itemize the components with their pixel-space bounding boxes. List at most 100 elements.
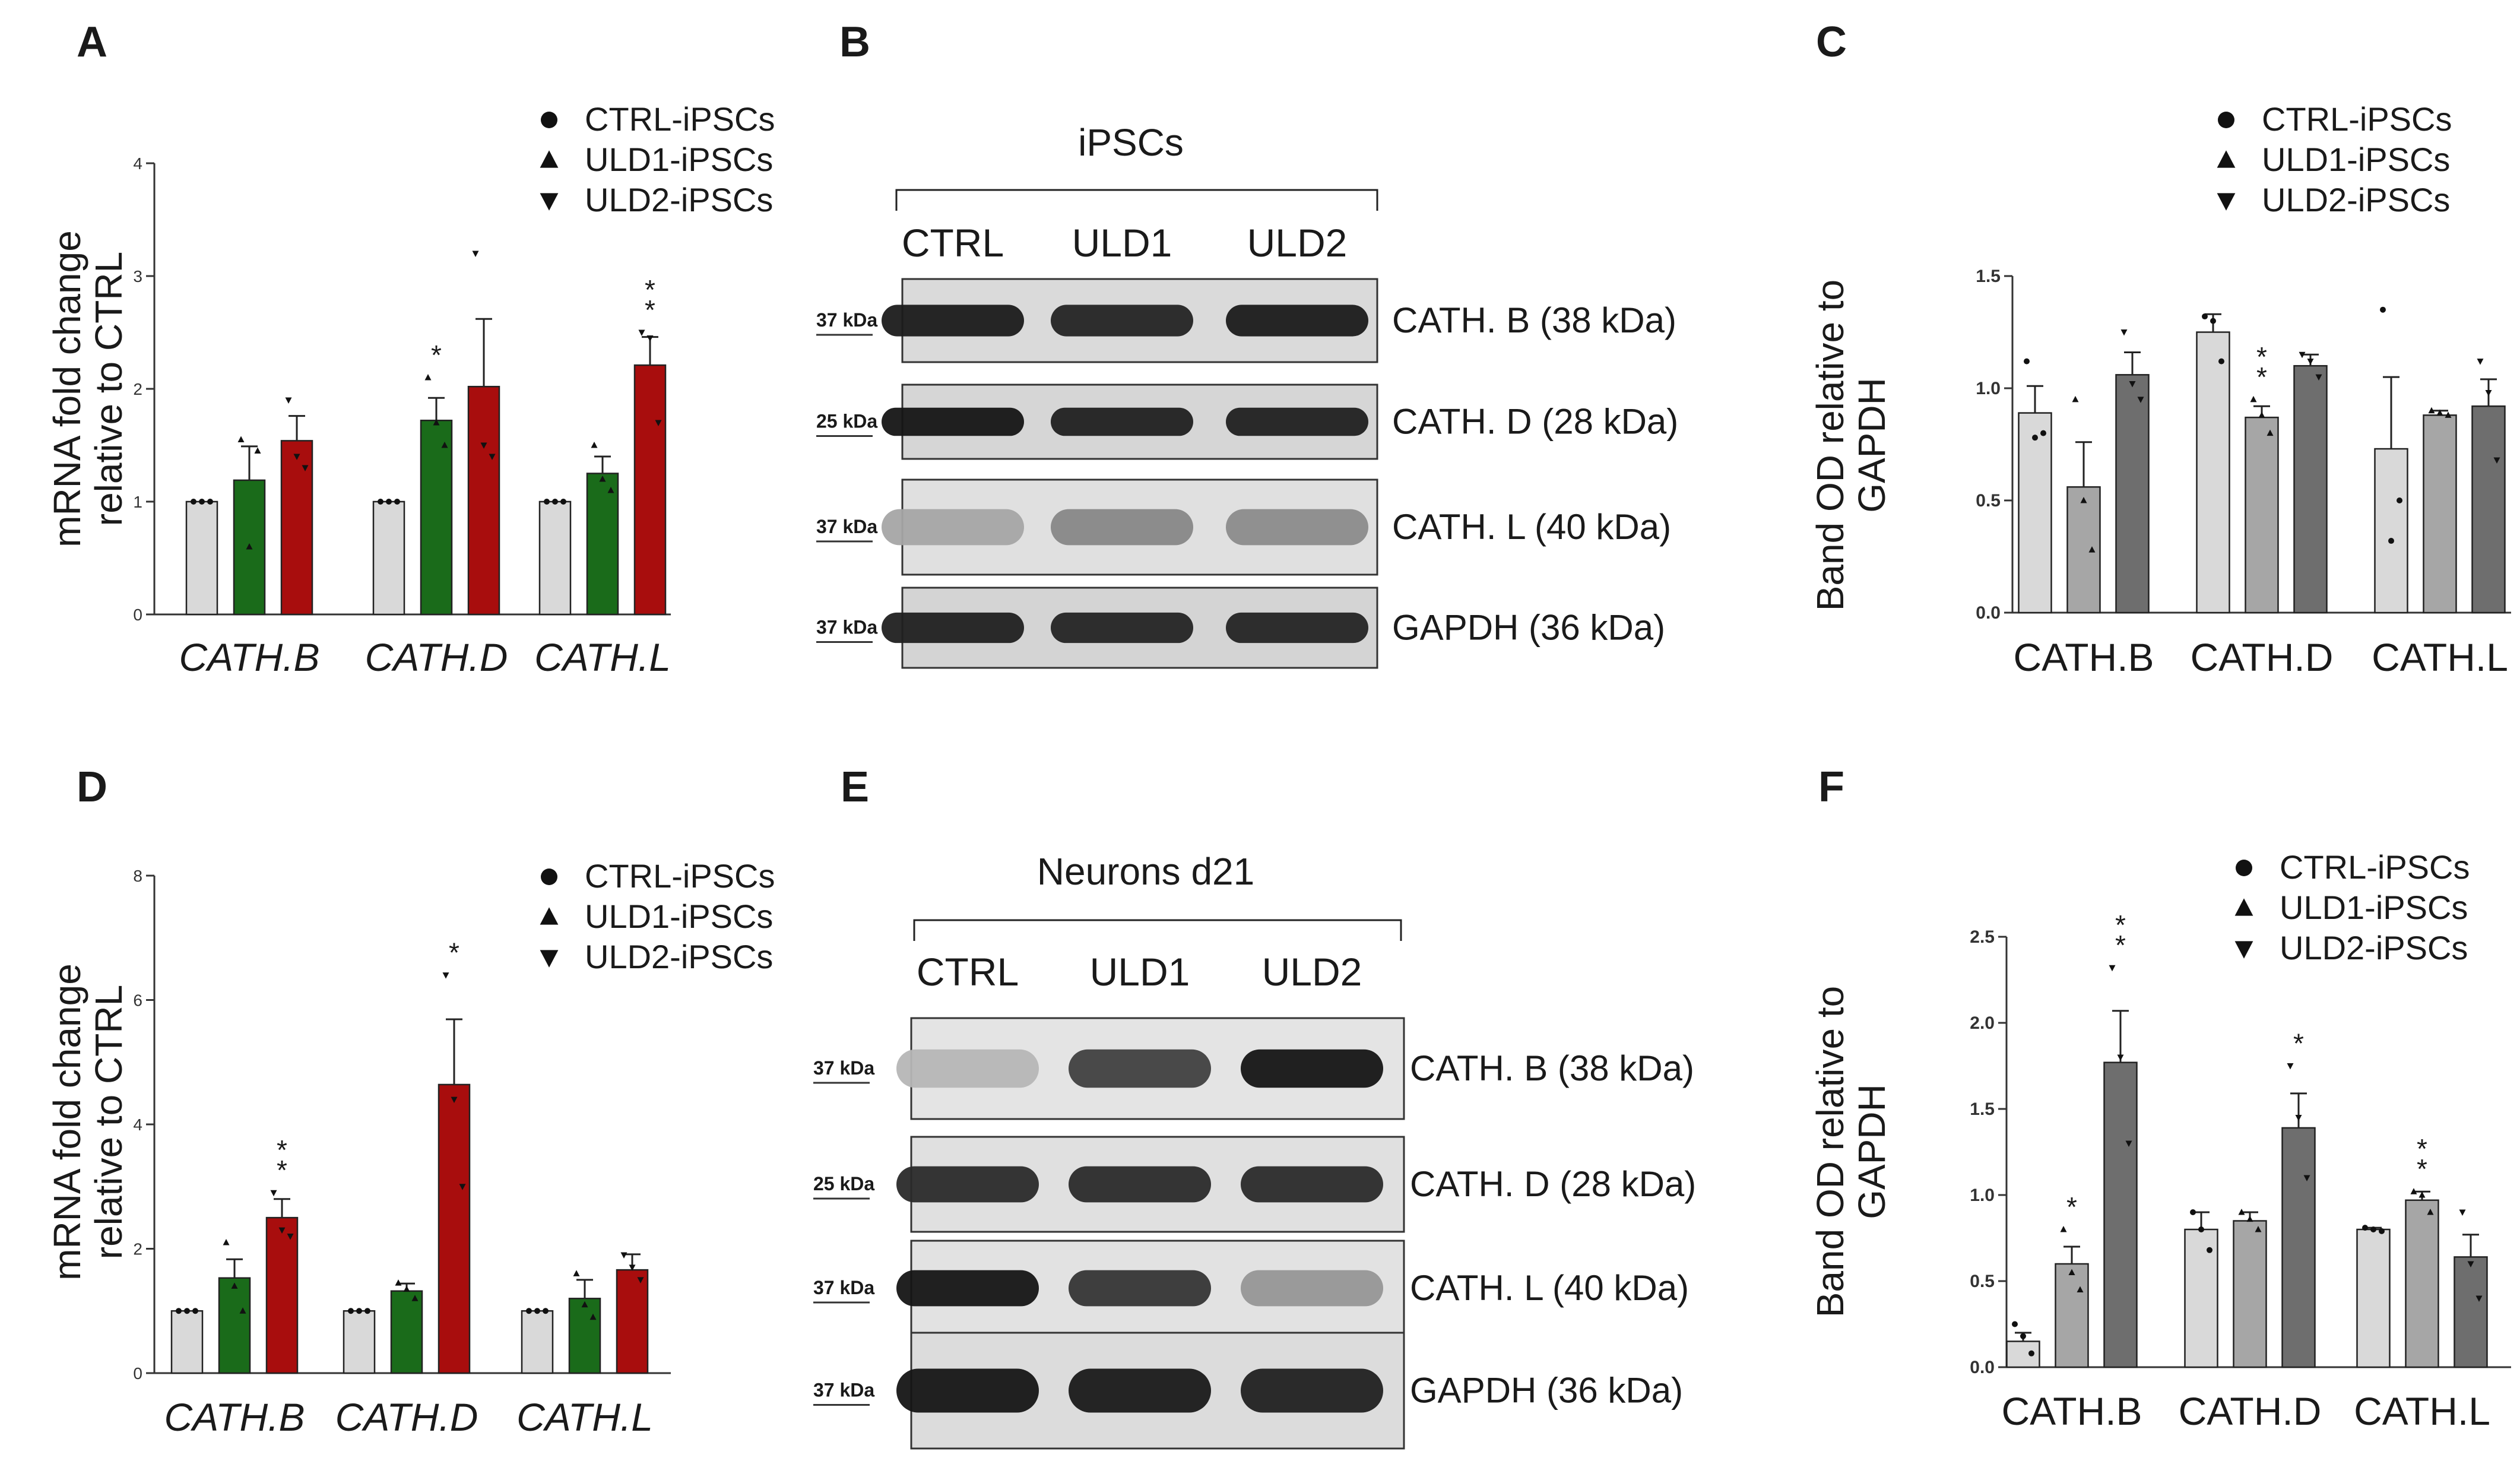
bar-uld1-ipscs [2055,1263,2089,1368]
data-point [599,476,606,482]
blot-group-title: iPSCs [1078,121,1184,164]
legend-marker [2218,112,2234,128]
data-point [231,1282,238,1289]
data-point [526,1308,532,1314]
protein-band [1051,305,1193,337]
data-point [2303,1175,2310,1181]
data-point [192,1308,198,1314]
protein-band [1241,1368,1383,1413]
legend-marker [540,150,559,168]
legend-label: ULD1-iPSCs [585,898,773,935]
data-point [2295,1115,2302,1121]
data-point [237,436,245,442]
legend-marker [2234,898,2253,916]
legend-marker [541,869,557,885]
bar-uld1-ipscs [2066,486,2101,614]
y-axis-label-line: mRNA fold change [46,230,88,547]
blot-protein-label: GAPDH (36 kDa) [1392,608,1665,648]
bar-ctrl-ipscs [185,500,218,616]
x-category-label: CATH.B [2013,635,2154,679]
data-point [607,487,614,493]
significance-marker: * [2115,909,2126,940]
data-point [285,397,292,404]
data-point [2120,329,2128,336]
legend-marker [541,112,557,128]
x-category-label: CATH.L [2354,1389,2490,1433]
x-category-label: CATH.D [365,635,508,679]
legend-label: ULD2-iPSCs [585,181,773,218]
bar-ctrl-ipscs [372,500,405,616]
data-point [2477,359,2484,365]
data-point [2467,1261,2474,1267]
protein-band [1069,1368,1211,1413]
bar-ctrl-ipscs [2374,448,2408,614]
bar-uld2-ipscs [438,1083,471,1374]
panel-letter: F [1818,763,1844,811]
data-point [2068,1269,2075,1275]
y-tick-label: 1.5 [1976,267,2001,286]
legend-label: CTRL-iPSCs [2262,100,2452,138]
data-point [2088,546,2096,553]
bar-ctrl-ipscs [2018,412,2052,614]
data-point [411,1295,419,1301]
bar-uld1-ipscs [233,479,266,616]
data-point [2060,1226,2067,1232]
bar-uld2-ipscs [633,364,667,616]
data-point [2190,1209,2196,1215]
lane-label: ULD1 [1072,221,1172,265]
significance-marker: * [2417,1133,2427,1164]
significance-marker: * [645,274,655,305]
blot-protein-label: CATH. B (38 kDa) [1392,300,1676,340]
legend-label: CTRL-iPSCs [585,857,775,895]
y-axis-label-line: GAPDH [1850,378,1893,513]
data-point [2459,1209,2466,1216]
data-point [2072,395,2079,402]
protein-band [1051,407,1193,436]
data-point [2397,497,2402,503]
lane-label: ULD1 [1090,950,1190,994]
marker-kda-label: 37 kDa [813,1277,874,1298]
protein-band [1226,407,1368,436]
protein-band [1226,509,1368,546]
data-point [581,1301,588,1308]
x-category-label: CATH.B [179,635,319,679]
bar-uld2-ipscs [280,440,313,616]
y-tick-label: 0.0 [1970,1358,1995,1377]
legend-marker [2217,150,2236,168]
protein-band [1226,305,1368,337]
data-point [356,1308,362,1314]
data-point [278,1227,286,1234]
y-axis-label: Band OD relative toGAPDH [1809,280,1893,611]
blot-group-title: Neurons d21 [1037,850,1254,893]
legend-marker [2217,193,2236,211]
data-point [2202,313,2208,320]
data-point [2238,1209,2245,1215]
x-category-label: CATH.L [516,1395,653,1439]
data-point [270,1190,277,1197]
data-point [591,442,598,448]
data-point [2207,1247,2212,1253]
significance-marker: * [431,340,442,370]
significance-marker: * [2417,1153,2427,1184]
protein-band [896,1270,1039,1307]
protein-band [1051,612,1193,644]
bar-uld2-ipscs [2293,364,2328,614]
data-point [2012,1321,2018,1327]
y-tick-label: 4 [133,154,142,173]
bar-uld1-ipscs [420,419,453,616]
y-tick-label: 0.5 [1970,1272,1995,1291]
legend-label: ULD2-iPSCs [2280,929,2468,966]
bar-ctrl-ipscs [538,500,572,616]
data-point [544,499,550,505]
data-point [489,454,496,460]
lane-label: ULD2 [1247,221,1348,265]
data-point [424,374,432,381]
data-point [629,1264,636,1271]
bar-uld1-ipscs [2423,414,2457,614]
blot-protein-label: CATH. D (28 kDa) [1392,402,1678,442]
data-point [184,1308,190,1314]
legend-label: CTRL-iPSCs [2280,848,2470,886]
bar-uld2-ipscs [2471,405,2506,614]
blot-protein-label: CATH. B (38 kDa) [1410,1048,1694,1088]
data-point [560,499,566,505]
